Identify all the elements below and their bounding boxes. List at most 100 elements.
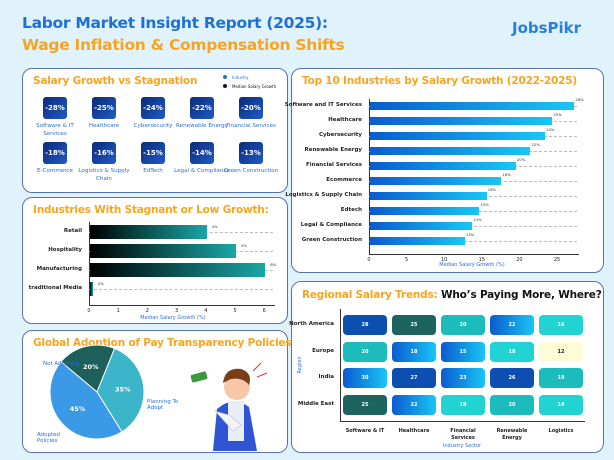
heatmap-cell: 20: [343, 341, 387, 362]
x-axis-line: [89, 305, 275, 306]
growth-tile: -14%: [190, 142, 214, 164]
heatmap-cell: 16: [539, 315, 583, 335]
category-label: Legal & Compliance: [300, 222, 362, 228]
category-label: Logistics & Supply Chain: [285, 192, 362, 198]
column-label: Logistics: [548, 428, 574, 434]
category-label: Retail: [63, 228, 82, 234]
bar: [370, 177, 502, 185]
gridline: [89, 289, 273, 290]
data-label: 24%: [546, 127, 555, 132]
data-label: 6%: [270, 262, 277, 267]
data-label: 0%: [98, 281, 105, 286]
heatmap-cell: 25: [392, 315, 436, 335]
data-label: 22%: [531, 142, 540, 147]
bar: [370, 162, 516, 170]
x-tick-label: 5: [405, 257, 409, 263]
growth-tile-label: Healthcare: [88, 123, 120, 129]
bar: [370, 237, 465, 245]
bar: [370, 147, 531, 155]
column-label: Renewable Energy: [496, 428, 528, 441]
row-label: Middle East: [297, 400, 334, 407]
data-label: 5%: [241, 243, 248, 248]
y-axis-line: [340, 309, 341, 422]
data-label: 15%: [480, 202, 489, 207]
heatmap-cell: 23: [441, 368, 485, 388]
pie-value-label: 35%: [115, 386, 131, 394]
category-label: Manufacturing: [36, 266, 82, 272]
growth-tile: -13%: [239, 142, 263, 164]
data-label: 28%: [575, 97, 584, 102]
column-label: Software & IT: [345, 428, 385, 434]
category-label: Financial Services: [306, 162, 362, 168]
y-axis-line: [89, 222, 90, 306]
category-label: traditional Media: [28, 285, 82, 291]
category-label: Healthcare: [328, 117, 362, 123]
bar: [370, 117, 553, 125]
growth-tile-label: Logistics & Supply Chain: [78, 168, 130, 182]
x-tick-label: 4: [204, 308, 208, 314]
report-title: Labor Market Insight Report (2025):: [22, 14, 328, 32]
x-axis-label: Median Salary Growth (%): [140, 315, 206, 321]
x-tick-label: 5: [233, 308, 237, 314]
growth-tile: -20%: [239, 97, 263, 119]
heatmap-cell: 22: [392, 394, 436, 415]
stressed-person-illustration: [190, 362, 268, 451]
category-label: Renewable Energy: [304, 147, 362, 153]
x-axis-label: Industry Sector: [442, 443, 482, 449]
category-label: Hospitality: [48, 247, 82, 253]
category-label: Ecommerce: [326, 177, 362, 183]
data-label: 13%: [465, 232, 475, 237]
gridline: [369, 226, 577, 227]
column-label: Financial Services: [450, 428, 476, 441]
data-label: 16%: [487, 187, 497, 192]
heatmap-cell: 19: [539, 368, 583, 388]
legend-industry: Industry: [223, 75, 248, 80]
category-label: Cybersecurity: [319, 132, 362, 138]
bar: [370, 207, 480, 215]
x-tick-label: 6: [262, 308, 266, 314]
x-tick-label: 2: [145, 308, 149, 314]
heatmap-cell: 26: [490, 368, 534, 388]
chart-title: Industries With Stagnant or Low Growth:: [33, 204, 269, 216]
bar: [370, 132, 546, 140]
pie-value-label: 45%: [70, 405, 86, 413]
category-label: Edtech: [340, 207, 362, 213]
legend-median: Median Salary Growth: [223, 84, 276, 89]
heatmap-cell: 27: [392, 368, 436, 388]
heatmap-cell: 18: [490, 341, 534, 362]
growth-tile: -22%: [190, 97, 214, 119]
growth-tile: -15%: [141, 142, 165, 164]
row-label: Europe: [312, 347, 334, 354]
bar: [90, 225, 207, 239]
bar: [90, 244, 236, 258]
pie-label-not-adopting: Not Adopting: [43, 361, 80, 367]
chart-title: Regional Salary Trends: Who’s Paying Mor…: [302, 289, 602, 301]
growth-tile-label: E-Commerce: [37, 168, 73, 174]
row-label: North America: [289, 321, 334, 327]
heatmap-cell: 19: [441, 394, 485, 415]
heatmap-panel: Regional Salary Trends: Who’s Paying Mor…: [289, 281, 604, 453]
bar: [90, 282, 93, 296]
growth-tile: -18%: [43, 142, 67, 164]
y-axis-label: Region: [297, 356, 303, 374]
bar: [370, 222, 473, 230]
x-tick-label: 10: [441, 257, 448, 263]
pie-slice: [49, 361, 123, 440]
pie-slice: [60, 344, 116, 393]
x-tick-label: 0: [367, 257, 371, 263]
growth-tile-label: Software & IT Services: [36, 123, 74, 137]
data-label: 20%: [516, 157, 526, 162]
heatmap-cell: 28: [343, 315, 387, 335]
x-axis-line: [369, 254, 579, 255]
growth-tile: -28%: [43, 97, 67, 119]
pie-panel: Global Adoption of Pay Transparency Poli…: [22, 330, 292, 453]
heatmap-cell: 15: [441, 341, 485, 362]
growth-tile: -24%: [141, 97, 165, 119]
data-label: 25%: [553, 112, 562, 117]
x-tick-label: 1: [116, 308, 120, 314]
panel-title: Salary Growth vs Stagnation: [33, 75, 198, 87]
chart-title: Top 10 Industries by Salary Growth (2022…: [302, 75, 577, 87]
heatmap-cell: 18: [392, 341, 436, 362]
bar: [370, 192, 487, 200]
heatmap-cell: 30: [343, 368, 387, 388]
